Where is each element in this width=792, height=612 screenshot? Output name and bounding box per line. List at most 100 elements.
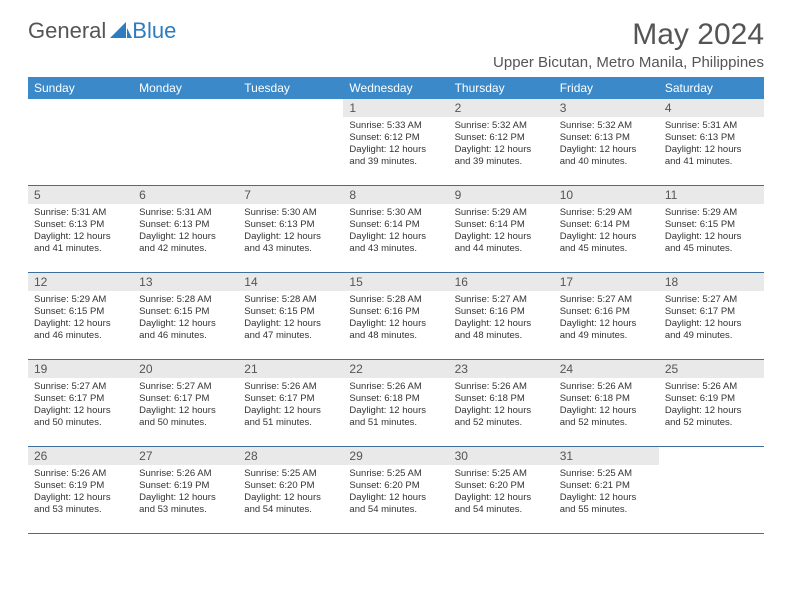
day-number: 30 bbox=[449, 447, 554, 465]
calendar-cell: 4Sunrise: 5:31 AMSunset: 6:13 PMDaylight… bbox=[659, 99, 764, 186]
day-details: Sunrise: 5:29 AMSunset: 6:14 PMDaylight:… bbox=[449, 204, 554, 259]
calendar-cell: 17Sunrise: 5:27 AMSunset: 6:16 PMDayligh… bbox=[554, 273, 659, 360]
day-number: 22 bbox=[343, 360, 448, 378]
calendar-cell: .. bbox=[28, 99, 133, 186]
day-number: 1 bbox=[343, 99, 448, 117]
day-number: 18 bbox=[659, 273, 764, 291]
day-details: Sunrise: 5:32 AMSunset: 6:12 PMDaylight:… bbox=[449, 117, 554, 172]
calendar-body: ......1Sunrise: 5:33 AMSunset: 6:12 PMDa… bbox=[28, 99, 764, 534]
calendar-cell: 16Sunrise: 5:27 AMSunset: 6:16 PMDayligh… bbox=[449, 273, 554, 360]
calendar-header-row: SundayMondayTuesdayWednesdayThursdayFrid… bbox=[28, 77, 764, 99]
calendar-cell: 31Sunrise: 5:25 AMSunset: 6:21 PMDayligh… bbox=[554, 447, 659, 534]
day-details: Sunrise: 5:31 AMSunset: 6:13 PMDaylight:… bbox=[659, 117, 764, 172]
day-number: 3 bbox=[554, 99, 659, 117]
calendar-cell: 27Sunrise: 5:26 AMSunset: 6:19 PMDayligh… bbox=[133, 447, 238, 534]
day-header: Saturday bbox=[659, 77, 764, 99]
day-details: Sunrise: 5:32 AMSunset: 6:13 PMDaylight:… bbox=[554, 117, 659, 172]
day-number: 25 bbox=[659, 360, 764, 378]
month-title: May 2024 bbox=[493, 18, 764, 52]
day-details: Sunrise: 5:26 AMSunset: 6:17 PMDaylight:… bbox=[238, 378, 343, 433]
day-number: 10 bbox=[554, 186, 659, 204]
day-details: Sunrise: 5:31 AMSunset: 6:13 PMDaylight:… bbox=[133, 204, 238, 259]
day-header: Thursday bbox=[449, 77, 554, 99]
day-details: Sunrise: 5:29 AMSunset: 6:15 PMDaylight:… bbox=[28, 291, 133, 346]
day-details: Sunrise: 5:26 AMSunset: 6:18 PMDaylight:… bbox=[554, 378, 659, 433]
calendar-cell: 24Sunrise: 5:26 AMSunset: 6:18 PMDayligh… bbox=[554, 360, 659, 447]
day-number: 12 bbox=[28, 273, 133, 291]
calendar-cell: 26Sunrise: 5:26 AMSunset: 6:19 PMDayligh… bbox=[28, 447, 133, 534]
day-number: 9 bbox=[449, 186, 554, 204]
day-details: Sunrise: 5:29 AMSunset: 6:15 PMDaylight:… bbox=[659, 204, 764, 259]
calendar-cell: 30Sunrise: 5:25 AMSunset: 6:20 PMDayligh… bbox=[449, 447, 554, 534]
day-details: Sunrise: 5:30 AMSunset: 6:13 PMDaylight:… bbox=[238, 204, 343, 259]
day-details: Sunrise: 5:25 AMSunset: 6:21 PMDaylight:… bbox=[554, 465, 659, 520]
calendar-cell: 20Sunrise: 5:27 AMSunset: 6:17 PMDayligh… bbox=[133, 360, 238, 447]
day-number: 4 bbox=[659, 99, 764, 117]
day-details: Sunrise: 5:25 AMSunset: 6:20 PMDaylight:… bbox=[449, 465, 554, 520]
day-details: Sunrise: 5:28 AMSunset: 6:15 PMDaylight:… bbox=[238, 291, 343, 346]
calendar-cell: 19Sunrise: 5:27 AMSunset: 6:17 PMDayligh… bbox=[28, 360, 133, 447]
logo-text-b: Blue bbox=[132, 18, 176, 44]
day-details: Sunrise: 5:26 AMSunset: 6:19 PMDaylight:… bbox=[133, 465, 238, 520]
day-details: Sunrise: 5:25 AMSunset: 6:20 PMDaylight:… bbox=[343, 465, 448, 520]
day-number: 29 bbox=[343, 447, 448, 465]
calendar-page: General Blue May 2024 Upper Bicutan, Met… bbox=[0, 0, 792, 552]
calendar-week-row: 19Sunrise: 5:27 AMSunset: 6:17 PMDayligh… bbox=[28, 360, 764, 447]
calendar-cell: 29Sunrise: 5:25 AMSunset: 6:20 PMDayligh… bbox=[343, 447, 448, 534]
calendar-cell: 6Sunrise: 5:31 AMSunset: 6:13 PMDaylight… bbox=[133, 186, 238, 273]
calendar-cell: 13Sunrise: 5:28 AMSunset: 6:15 PMDayligh… bbox=[133, 273, 238, 360]
day-details: Sunrise: 5:28 AMSunset: 6:16 PMDaylight:… bbox=[343, 291, 448, 346]
day-number: 6 bbox=[133, 186, 238, 204]
day-details: Sunrise: 5:26 AMSunset: 6:18 PMDaylight:… bbox=[449, 378, 554, 433]
day-number: 11 bbox=[659, 186, 764, 204]
day-details: Sunrise: 5:27 AMSunset: 6:17 PMDaylight:… bbox=[133, 378, 238, 433]
day-number: 24 bbox=[554, 360, 659, 378]
calendar-table: SundayMondayTuesdayWednesdayThursdayFrid… bbox=[28, 77, 764, 534]
header: General Blue May 2024 Upper Bicutan, Met… bbox=[28, 18, 764, 71]
calendar-cell: 12Sunrise: 5:29 AMSunset: 6:15 PMDayligh… bbox=[28, 273, 133, 360]
day-number: 16 bbox=[449, 273, 554, 291]
calendar-cell: 21Sunrise: 5:26 AMSunset: 6:17 PMDayligh… bbox=[238, 360, 343, 447]
day-details: Sunrise: 5:25 AMSunset: 6:20 PMDaylight:… bbox=[238, 465, 343, 520]
calendar-cell: 28Sunrise: 5:25 AMSunset: 6:20 PMDayligh… bbox=[238, 447, 343, 534]
calendar-week-row: 12Sunrise: 5:29 AMSunset: 6:15 PMDayligh… bbox=[28, 273, 764, 360]
location: Upper Bicutan, Metro Manila, Philippines bbox=[493, 54, 764, 71]
day-details: Sunrise: 5:26 AMSunset: 6:19 PMDaylight:… bbox=[28, 465, 133, 520]
calendar-cell: 15Sunrise: 5:28 AMSunset: 6:16 PMDayligh… bbox=[343, 273, 448, 360]
day-number: 31 bbox=[554, 447, 659, 465]
calendar-cell: 9Sunrise: 5:29 AMSunset: 6:14 PMDaylight… bbox=[449, 186, 554, 273]
logo: General Blue bbox=[28, 18, 176, 44]
calendar-cell: 8Sunrise: 5:30 AMSunset: 6:14 PMDaylight… bbox=[343, 186, 448, 273]
day-details: Sunrise: 5:30 AMSunset: 6:14 PMDaylight:… bbox=[343, 204, 448, 259]
day-number: 28 bbox=[238, 447, 343, 465]
day-number: 23 bbox=[449, 360, 554, 378]
day-number: 14 bbox=[238, 273, 343, 291]
day-number: 19 bbox=[28, 360, 133, 378]
calendar-cell: 25Sunrise: 5:26 AMSunset: 6:19 PMDayligh… bbox=[659, 360, 764, 447]
calendar-cell: 22Sunrise: 5:26 AMSunset: 6:18 PMDayligh… bbox=[343, 360, 448, 447]
day-details: Sunrise: 5:33 AMSunset: 6:12 PMDaylight:… bbox=[343, 117, 448, 172]
day-number: 7 bbox=[238, 186, 343, 204]
calendar-cell: .. bbox=[238, 99, 343, 186]
day-number: 27 bbox=[133, 447, 238, 465]
calendar-cell: 10Sunrise: 5:29 AMSunset: 6:14 PMDayligh… bbox=[554, 186, 659, 273]
day-number: 17 bbox=[554, 273, 659, 291]
day-number: 13 bbox=[133, 273, 238, 291]
day-header: Wednesday bbox=[343, 77, 448, 99]
day-details: Sunrise: 5:27 AMSunset: 6:17 PMDaylight:… bbox=[659, 291, 764, 346]
day-header: Friday bbox=[554, 77, 659, 99]
calendar-cell: 2Sunrise: 5:32 AMSunset: 6:12 PMDaylight… bbox=[449, 99, 554, 186]
calendar-cell: 23Sunrise: 5:26 AMSunset: 6:18 PMDayligh… bbox=[449, 360, 554, 447]
day-details: Sunrise: 5:27 AMSunset: 6:16 PMDaylight:… bbox=[554, 291, 659, 346]
day-number: 21 bbox=[238, 360, 343, 378]
logo-sail-icon bbox=[110, 18, 132, 44]
day-header: Sunday bbox=[28, 77, 133, 99]
day-details: Sunrise: 5:27 AMSunset: 6:17 PMDaylight:… bbox=[28, 378, 133, 433]
calendar-cell: 18Sunrise: 5:27 AMSunset: 6:17 PMDayligh… bbox=[659, 273, 764, 360]
calendar-week-row: 26Sunrise: 5:26 AMSunset: 6:19 PMDayligh… bbox=[28, 447, 764, 534]
day-number: 8 bbox=[343, 186, 448, 204]
day-header: Monday bbox=[133, 77, 238, 99]
calendar-cell: 11Sunrise: 5:29 AMSunset: 6:15 PMDayligh… bbox=[659, 186, 764, 273]
day-details: Sunrise: 5:27 AMSunset: 6:16 PMDaylight:… bbox=[449, 291, 554, 346]
calendar-cell: .. bbox=[659, 447, 764, 534]
